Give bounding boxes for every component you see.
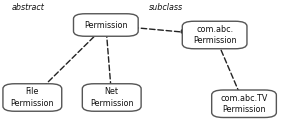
Text: abstract: abstract (11, 3, 44, 12)
Text: com.abc.
Permission: com.abc. Permission (193, 25, 236, 45)
Text: com.abc.TV
Permission: com.abc.TV Permission (220, 94, 268, 114)
FancyBboxPatch shape (74, 14, 138, 36)
Text: Permission: Permission (84, 20, 128, 30)
FancyBboxPatch shape (182, 21, 247, 49)
FancyBboxPatch shape (3, 84, 62, 111)
Text: Net
Permission: Net Permission (90, 88, 133, 108)
Text: subclass: subclass (149, 3, 183, 12)
Text: File
Permission: File Permission (11, 88, 54, 108)
FancyBboxPatch shape (82, 84, 141, 111)
FancyBboxPatch shape (212, 90, 276, 118)
